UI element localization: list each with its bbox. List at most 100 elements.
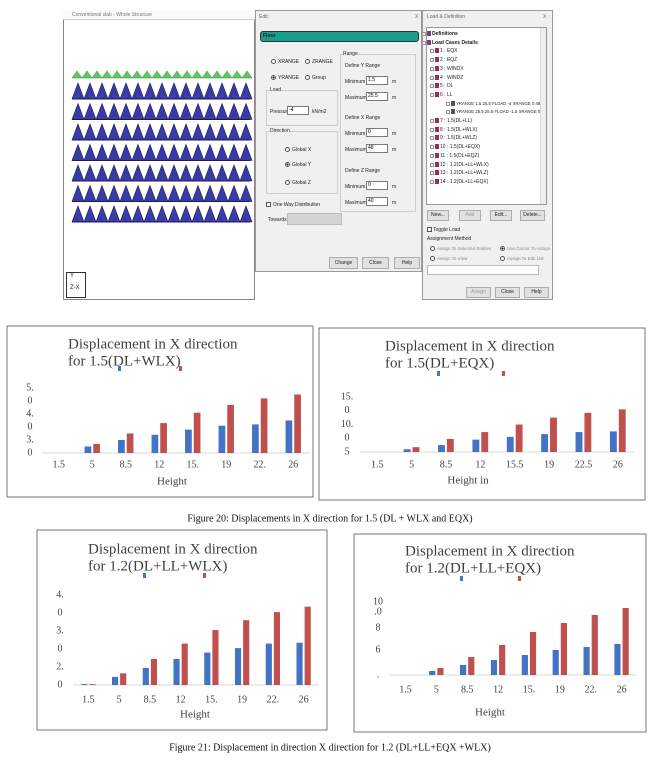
- tree-item[interactable]: 6 : LL: [440, 91, 453, 98]
- expander[interactable]: [430, 119, 434, 123]
- tree-item[interactable]: 12 : 1.2(DL+LL+WLX): [440, 161, 489, 168]
- x-tick-label: 1.5: [82, 694, 95, 705]
- bar: [446, 438, 454, 452]
- tree-icon: [435, 65, 439, 71]
- expander[interactable]: [430, 75, 434, 80]
- tree-icon: [435, 74, 439, 80]
- label: Toggle Load: [433, 227, 461, 233]
- x-tick-label: 8.5: [440, 459, 453, 470]
- radio-button[interactable]: [430, 256, 435, 261]
- expander[interactable]: [430, 127, 434, 132]
- button[interactable]: Change: [329, 257, 358, 269]
- radio-button[interactable]: [500, 256, 505, 261]
- text-input[interactable]: 1.5: [366, 76, 388, 85]
- tree-item[interactable]: 10 : 1.5(DL+EQX): [440, 144, 480, 151]
- dropdown[interactable]: [287, 213, 342, 225]
- tree-item[interactable]: 4 : WINDZ: [440, 74, 464, 81]
- button[interactable]: Edit...: [490, 210, 512, 221]
- expander[interactable]: [430, 171, 434, 176]
- text-input[interactable]: 40: [366, 197, 388, 206]
- tree-icon: [435, 118, 439, 123]
- button[interactable]: Close: [495, 287, 520, 298]
- tree-item[interactable]: 5 : DL: [440, 83, 454, 90]
- expander[interactable]: [430, 136, 434, 141]
- legend-swatch: [203, 573, 206, 578]
- radio-button[interactable]: [285, 147, 290, 152]
- radio-button[interactable]: [305, 59, 310, 64]
- bar: [490, 660, 498, 675]
- tree-item[interactable]: 14 : 1.2(DL+LL+EQX): [440, 178, 489, 185]
- close-button[interactable]: X: [415, 14, 419, 20]
- expander[interactable]: [446, 110, 450, 115]
- button[interactable]: Help: [524, 287, 549, 298]
- radio-button[interactable]: [285, 162, 290, 167]
- radio-button[interactable]: [305, 75, 310, 80]
- tree-item[interactable]: 2 : EQZ: [440, 57, 458, 64]
- x-tick-label: 12: [475, 459, 485, 470]
- bar: [185, 429, 192, 453]
- expander[interactable]: [430, 179, 434, 184]
- button[interactable]: Assign: [466, 287, 491, 298]
- expander[interactable]: [430, 66, 434, 71]
- tree-item[interactable]: Definitions: [432, 31, 458, 37]
- tree-item[interactable]: 3 : WINDX: [440, 65, 464, 72]
- bar: [591, 615, 598, 675]
- bar: [429, 671, 436, 675]
- button[interactable]: New...: [427, 210, 449, 221]
- radio-button[interactable]: [271, 75, 276, 80]
- tree-item[interactable]: YRANGE 1.5 25.5 FLOAD -4 XRANGE 0 48: [456, 100, 541, 106]
- text-input[interactable]: 25.5: [366, 92, 388, 101]
- radio-label: Global Z: [292, 180, 311, 186]
- radio-label: ZRANGE: [312, 59, 333, 65]
- expander[interactable]: [430, 145, 434, 150]
- text-input[interactable]: 0: [366, 181, 388, 190]
- bar: [614, 644, 621, 675]
- tree-item[interactable]: 8 : 1.5(DL+WLX): [440, 126, 478, 133]
- text-input[interactable]: [427, 265, 539, 275]
- group-box: [266, 90, 338, 126]
- expander[interactable]: [430, 92, 434, 97]
- button[interactable]: Help: [394, 257, 420, 269]
- tree-item[interactable]: 13 : 1.2(DL+LL+WLZ): [440, 170, 489, 177]
- checkbox[interactable]: [427, 227, 432, 232]
- expander[interactable]: [430, 49, 434, 54]
- expander[interactable]: [430, 153, 434, 158]
- text-input[interactable]: -4: [287, 106, 309, 115]
- bar: [120, 673, 127, 685]
- dialog: [255, 10, 422, 272]
- y-tick-label: 6: [376, 644, 381, 655]
- radio-button[interactable]: [271, 59, 276, 64]
- chart-title: Displacement in X direction: [88, 541, 258, 557]
- radio-button[interactable]: [430, 246, 435, 251]
- chart-frame: [6, 325, 314, 498]
- expander[interactable]: [430, 84, 434, 89]
- tree-item[interactable]: Load Cases Details: [432, 39, 478, 46]
- tree-item[interactable]: 9 : 1.5(DL+WLZ): [440, 135, 478, 142]
- radio-button[interactable]: [500, 246, 505, 251]
- expander[interactable]: [430, 162, 434, 167]
- tree-item[interactable]: 11 : 1.5(DL+EQZ): [440, 152, 480, 159]
- bar: [204, 652, 211, 685]
- expander[interactable]: [422, 32, 426, 36]
- text-input[interactable]: 48: [366, 144, 388, 153]
- window: [63, 10, 255, 300]
- radio-label: Use Cursor To Assign: [507, 246, 551, 251]
- bar: [227, 404, 234, 453]
- expander[interactable]: [446, 101, 450, 106]
- button[interactable]: Delete...: [520, 210, 545, 221]
- button[interactable]: Close: [362, 257, 389, 269]
- checkbox[interactable]: [266, 202, 271, 207]
- tree-item[interactable]: YRANGE 25.5 25.5 FLOAD -1.5 XRANGE 0: [456, 109, 541, 115]
- close-button[interactable]: X: [543, 14, 547, 20]
- button[interactable]: Add: [459, 210, 481, 221]
- expander[interactable]: [430, 58, 434, 63]
- text-input[interactable]: 0: [366, 128, 388, 137]
- radio-label: Assign To Edit List: [507, 256, 544, 261]
- bar: [529, 632, 537, 675]
- tree-item[interactable]: 1 : EQX: [440, 48, 458, 55]
- x-tick-label: 22.5: [575, 459, 593, 470]
- radio-button[interactable]: [285, 180, 290, 185]
- tree-item[interactable]: 7 : 1.5(DL+LL): [440, 118, 473, 124]
- chart-subtitle: for 1.2(DL+LL+EQX): [405, 560, 541, 576]
- expander[interactable]: [422, 40, 426, 45]
